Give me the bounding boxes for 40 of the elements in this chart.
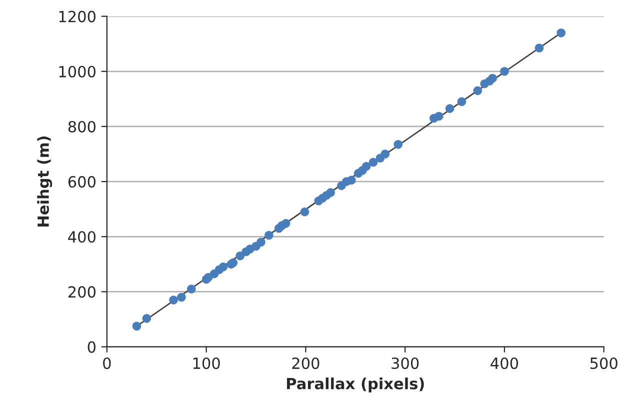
- point: [300, 207, 310, 216]
- x-axis-title: Parallax (pixels): [286, 378, 424, 392]
- x-tick-label: 400: [490, 357, 518, 370]
- x-tick-label: 500: [590, 357, 618, 370]
- point: [281, 219, 290, 228]
- point: [236, 252, 244, 260]
- point: [362, 162, 371, 171]
- point: [394, 140, 403, 149]
- y-axis-title: Heihgt (m): [37, 136, 52, 227]
- x-tick-label: 300: [392, 357, 419, 370]
- point: [556, 28, 566, 38]
- y-tick-label: 600: [68, 176, 96, 188]
- y-tick-label: 1200: [59, 10, 96, 22]
- y-tick-label: 0: [88, 341, 96, 353]
- point: [326, 188, 335, 197]
- point: [368, 158, 378, 167]
- point: [445, 104, 454, 113]
- point: [218, 262, 228, 272]
- point: [500, 67, 509, 76]
- point: [169, 296, 178, 304]
- y-tick-label: 200: [68, 286, 96, 298]
- point: [488, 74, 497, 83]
- point: [264, 230, 274, 240]
- point: [473, 86, 482, 96]
- point: [380, 150, 390, 158]
- y-tick-label: 800: [68, 120, 96, 132]
- point: [256, 238, 266, 247]
- y-tick-label: 1000: [59, 66, 96, 78]
- point: [534, 44, 544, 52]
- x-tick-label: 100: [193, 357, 220, 370]
- point: [142, 314, 152, 323]
- point: [132, 322, 142, 331]
- point: [457, 97, 466, 106]
- point: [434, 112, 444, 121]
- point: [347, 176, 356, 185]
- x-tick-label: 0: [103, 357, 111, 370]
- point: [187, 284, 196, 294]
- y-tick-label: 400: [68, 231, 96, 243]
- x-tick-label: 200: [292, 357, 320, 370]
- point: [177, 292, 186, 302]
